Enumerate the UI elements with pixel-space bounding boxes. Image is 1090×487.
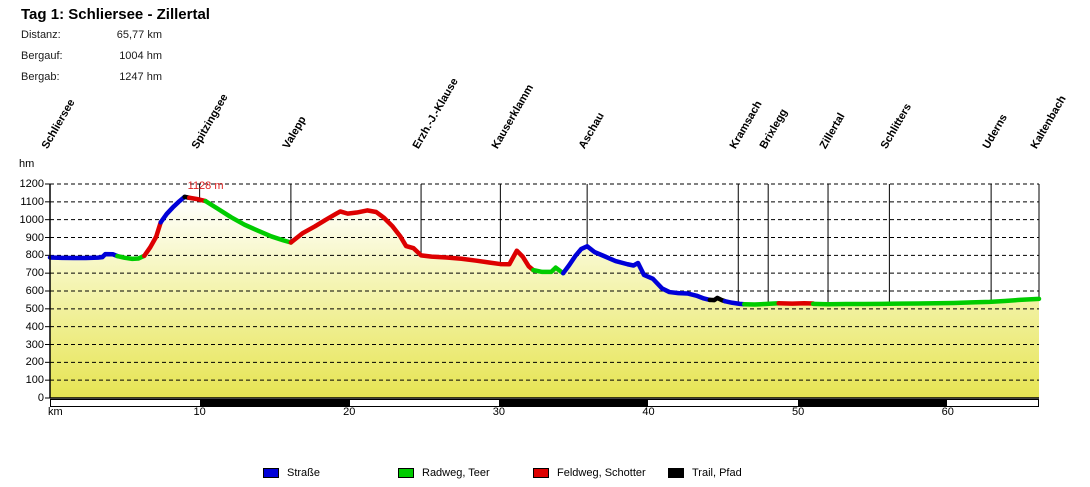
y-tick-label: 500: [25, 302, 44, 315]
y-tick-label: 1200: [19, 178, 44, 190]
y-tick-label: 0: [37, 392, 44, 404]
y-tick-label: 700: [25, 267, 44, 280]
y-tick-label: 300: [25, 338, 44, 351]
legend-swatch-trail: [668, 468, 684, 478]
profile-segment-trail: [707, 295, 728, 304]
profile-segment-radweg: [203, 198, 294, 245]
scale-bar-block-white: [349, 400, 499, 406]
y-axis-unit-label: hm: [19, 158, 35, 170]
legend-swatch-feldweg: [533, 468, 549, 478]
scale-bar-block-black: [797, 400, 947, 406]
location-label: Kaltenbach: [1028, 93, 1069, 151]
profile-segment-strasse: [560, 243, 713, 303]
profile-segment-strasse: [47, 251, 120, 261]
location-label: Schliersee: [39, 97, 78, 151]
legend-label: Straße: [287, 467, 321, 479]
scale-bar-block-white: [648, 400, 798, 406]
y-tick-label: 1000: [19, 213, 44, 226]
elevation-profile-chart: hm km 0 100 200 300 400 500 600 700 800 900 1000 1100…: [19, 76, 1069, 418]
profile-segment-radweg: [810, 296, 1042, 307]
y-tick-label: 200: [25, 356, 44, 369]
elevation-area-fill: [50, 196, 1039, 398]
y-tick-label: 1100: [20, 195, 44, 208]
location-label: Schlitters: [878, 101, 915, 151]
x-axis-unit-label: km: [48, 406, 63, 418]
profile-segment-strasse: [158, 194, 187, 225]
stat-bergab-label: Bergab:: [21, 71, 60, 83]
tour-stats: Distanz: 65,77 km Bergauf: 1004 hm Berga…: [21, 29, 162, 92]
legend-item-strasse: Straße: [263, 466, 320, 480]
x-tick-label: 30: [492, 406, 505, 418]
x-tick-label: 10: [193, 406, 206, 418]
location-label: Kauserklamm: [489, 82, 537, 151]
peak-annotation: 1128 m: [187, 180, 224, 192]
x-tick-label: 60: [941, 406, 954, 418]
location-label: Valepp: [280, 114, 309, 151]
scale-bar-block-black: [498, 400, 649, 406]
stat-bergauf-value: 1004 hm: [119, 50, 162, 62]
y-tick-label: 100: [25, 374, 44, 387]
legend-swatch-radweg: [398, 468, 414, 478]
profile-segment-feldweg: [288, 208, 536, 273]
legend-item-feldweg: Feldweg, Schotter: [533, 466, 646, 480]
stat-distanz-value: 65,77 km: [116, 29, 162, 41]
y-tick-label: 600: [25, 285, 44, 297]
location-label: Brixlegg: [757, 106, 791, 151]
y-tick-label: 400: [25, 320, 44, 333]
legend-label: Feldweg, Schotter: [557, 467, 646, 479]
km-scale-bar: [50, 399, 1039, 407]
legend: Straße Radweg, Teer Feldweg, Schotter Trail…: [0, 466, 1090, 482]
profile-segment-feldweg: [186, 195, 208, 204]
profile-svg: [45, 183, 1042, 399]
legend-swatch-strasse: [263, 468, 279, 478]
x-tick-label: 50: [791, 406, 805, 418]
profile-segment-strasse: [722, 298, 747, 307]
legend-label: Radweg, Teer: [422, 467, 490, 479]
scale-bar-block-white: [946, 400, 1038, 406]
x-tick-label: 40: [642, 406, 655, 418]
location-label: Spitzingsee: [189, 92, 231, 151]
stat-bergauf: Bergauf: 1004 hm: [21, 50, 162, 71]
location-label: Zillertal: [817, 111, 848, 151]
profile-segment-radweg: [741, 301, 781, 307]
legend-label: Trail, Pfad: [692, 467, 742, 479]
location-label: Aschau: [576, 110, 608, 151]
legend-item-trail: Trail, Pfad: [668, 466, 742, 480]
profile-segment-radweg: [531, 265, 566, 276]
scale-bar-block-black: [200, 400, 350, 406]
legend-item-radweg: Radweg, Teer: [398, 466, 490, 480]
profile-segment-feldweg: [142, 220, 163, 259]
page-title: Tag 1: Schliersee - Zillertal: [21, 6, 210, 23]
y-tick-label: 800: [25, 249, 44, 262]
scale-bar-block-white: [51, 400, 201, 406]
stat-bergab-value: 1247 hm: [119, 71, 162, 83]
y-tick-label: 900: [25, 231, 44, 244]
stat-bergab: Bergab: 1247 hm: [21, 71, 162, 92]
location-label: Uderns: [980, 112, 1011, 151]
stat-distanz: Distanz: 65,77 km: [21, 29, 162, 50]
x-tick-label: 20: [343, 406, 356, 418]
stat-distanz-label: Distanz:: [21, 29, 61, 41]
location-label: Erzh.-J.-Klause: [410, 76, 461, 151]
profile-segment-radweg: [115, 253, 147, 262]
stat-bergauf-label: Bergauf:: [21, 50, 63, 62]
